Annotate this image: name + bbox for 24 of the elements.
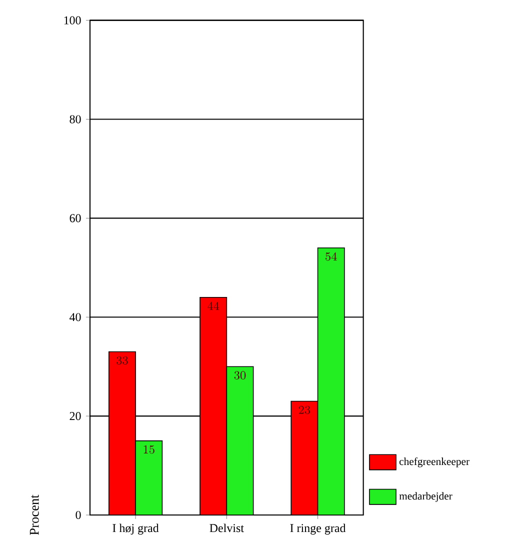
y-tick-label: 80 (70, 115, 81, 124)
legend-label: chefgreenkeeper (399, 457, 470, 468)
data-label: 54 (326, 252, 337, 261)
data-label: 33 (116, 356, 128, 365)
data-label: 15 (144, 445, 154, 454)
x-tick-label: Delvist (210, 524, 244, 532)
bar (290, 400, 318, 515)
y-tick-label: 0 (76, 510, 81, 520)
legend-label: medarbejder (399, 492, 452, 502)
bar (108, 351, 136, 515)
data-label: 23 (298, 406, 310, 414)
y-tick-label: 60 (70, 214, 81, 222)
bar (135, 440, 163, 515)
data-label: 44 (208, 302, 220, 310)
y-tick-label: 100 (64, 16, 81, 24)
y-tick-label: 20 (70, 412, 81, 420)
data-label: 30 (234, 371, 246, 380)
bar (317, 247, 345, 515)
x-tick-label: I høj grad (112, 524, 159, 535)
bar (226, 366, 254, 515)
y-tick-label: 40 (70, 313, 81, 322)
bar (200, 296, 228, 515)
x-tick-label: I ringe grad (290, 524, 346, 535)
y-axis-title: Procent (30, 494, 39, 535)
